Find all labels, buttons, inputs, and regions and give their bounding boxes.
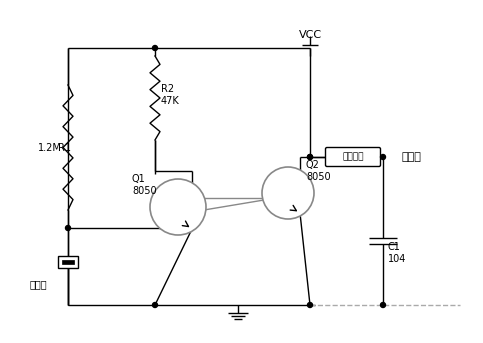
Circle shape [153,303,157,308]
Circle shape [308,154,313,159]
Circle shape [153,46,157,50]
Text: R2
47K: R2 47K [161,84,180,106]
Text: 負觸發: 負觸發 [401,152,421,162]
Text: C1
104: C1 104 [388,242,406,264]
Bar [62,260,74,264]
Circle shape [262,167,314,219]
Text: VCC: VCC [298,30,322,40]
Circle shape [66,225,71,230]
Circle shape [308,303,313,308]
Bar [58,256,78,268]
Text: 脉冲触发: 脉冲触发 [342,153,364,162]
Text: R1: R1 [58,143,71,153]
Text: 蜂鸣片: 蜂鸣片 [30,279,48,289]
Text: Q1
8050: Q1 8050 [132,174,156,196]
Text: 1.2M: 1.2M [38,143,62,153]
Circle shape [150,179,206,235]
Text: Q2
8050: Q2 8050 [306,160,331,182]
Circle shape [381,154,385,159]
Circle shape [308,154,313,159]
Circle shape [381,303,385,308]
FancyBboxPatch shape [326,147,381,166]
